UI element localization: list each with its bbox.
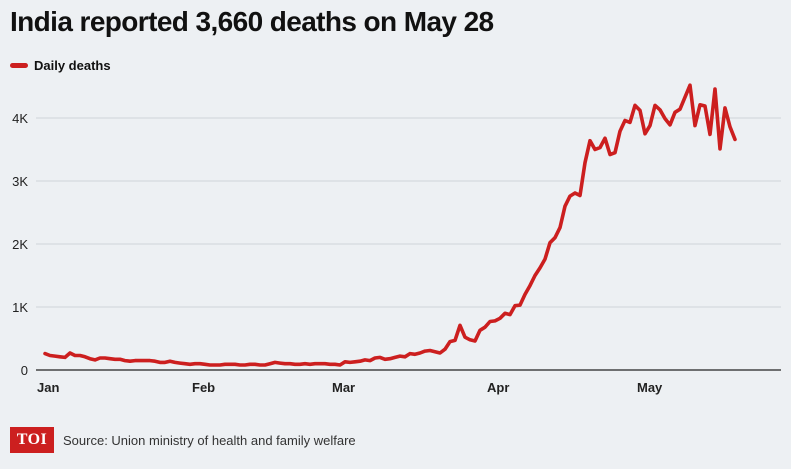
legend-swatch [10, 63, 28, 68]
y-tick-label: 3K [12, 174, 28, 189]
chart-title: India reported 3,660 deaths on May 28 [10, 6, 494, 37]
toi-logo: TOI [10, 427, 54, 453]
y-tick-label: 1K [12, 300, 28, 315]
chart-legend: Daily deaths [10, 58, 111, 73]
x-tick-label: Jan [37, 380, 59, 395]
y-tick-label: 4K [12, 111, 28, 126]
footer: TOI Source: Union ministry of health and… [10, 427, 356, 453]
y-tick-label: 2K [12, 237, 28, 252]
x-tick-label: Mar [332, 380, 355, 395]
source-note: Source: Union ministry of health and fam… [63, 432, 356, 448]
series-line-daily-deaths [43, 83, 737, 367]
x-tick-label: Feb [192, 380, 215, 395]
x-tick-label: May [637, 380, 663, 395]
y-tick-label: 0 [21, 363, 28, 378]
legend-label: Daily deaths [34, 58, 111, 73]
x-tick-label: Apr [487, 380, 509, 395]
